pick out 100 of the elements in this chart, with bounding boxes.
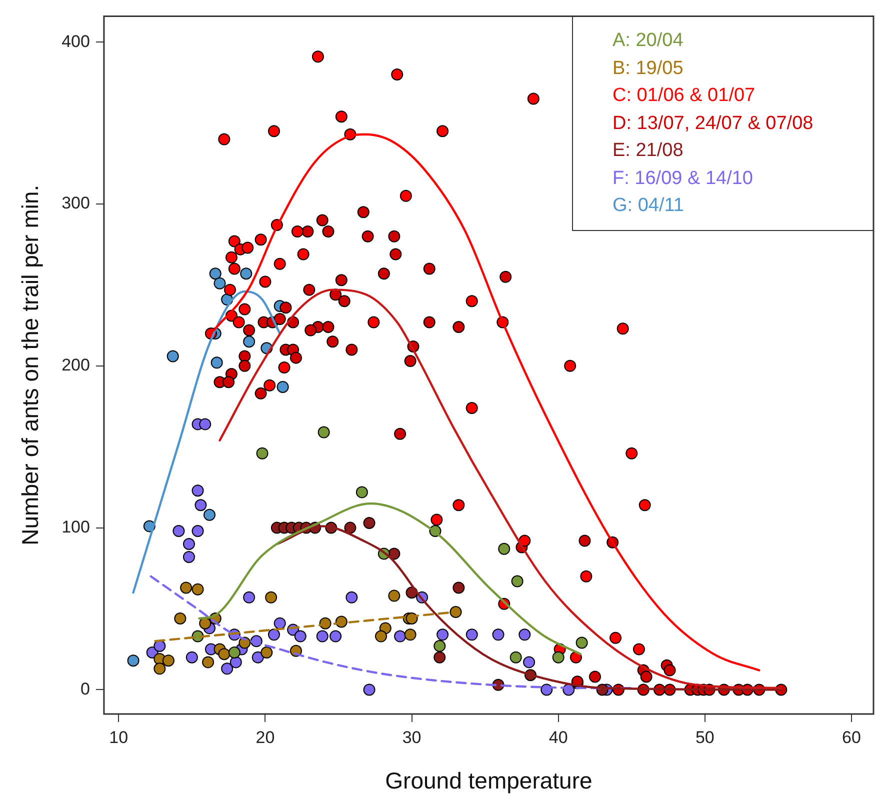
point — [224, 284, 236, 296]
point — [610, 632, 622, 644]
point — [452, 499, 465, 512]
point — [510, 651, 522, 664]
point — [243, 591, 256, 604]
point — [162, 654, 174, 667]
point — [268, 125, 280, 138]
point — [127, 654, 140, 667]
y-tick-label: 100 — [62, 518, 90, 536]
point — [616, 322, 629, 335]
x-tick-label: 20 — [256, 728, 275, 747]
point — [199, 418, 212, 430]
point — [225, 251, 238, 264]
point — [400, 190, 412, 202]
point — [452, 582, 465, 594]
point — [228, 235, 240, 248]
point — [356, 486, 368, 498]
point — [166, 350, 179, 362]
point — [260, 646, 273, 658]
point — [498, 542, 510, 555]
point — [638, 499, 651, 512]
point — [335, 110, 348, 123]
point — [564, 360, 576, 372]
point — [297, 248, 310, 260]
point — [240, 268, 252, 280]
point — [436, 125, 449, 138]
point — [204, 508, 216, 521]
point — [434, 651, 446, 664]
x-tick-label: 10 — [109, 728, 128, 747]
y-tick-label: 300 — [62, 194, 90, 213]
point — [523, 656, 536, 668]
point — [214, 277, 226, 290]
point — [209, 268, 222, 280]
point — [394, 630, 406, 642]
text: G: 04/11 — [612, 194, 685, 218]
point — [256, 447, 268, 460]
point — [404, 628, 416, 641]
point — [230, 656, 242, 668]
point — [221, 662, 234, 675]
point — [318, 426, 330, 438]
point — [218, 133, 230, 146]
point — [274, 258, 286, 270]
point — [192, 583, 204, 596]
point — [254, 234, 267, 246]
point — [278, 362, 290, 374]
text: C: 01/06 & 01/07 — [612, 84, 756, 108]
point — [344, 522, 356, 534]
point — [363, 684, 376, 696]
point — [174, 612, 186, 624]
y-tick-label: 200 — [62, 356, 90, 375]
point — [312, 50, 324, 63]
point — [346, 591, 358, 604]
point — [388, 590, 400, 602]
x-tick-label: 30 — [402, 728, 422, 747]
text: D: 13/07, 24/07 & 07/08 — [612, 112, 814, 136]
point — [192, 525, 204, 538]
point — [243, 336, 256, 348]
point — [210, 356, 223, 369]
point — [632, 643, 645, 656]
point — [518, 534, 531, 547]
x-tick-label: 60 — [842, 728, 861, 747]
point — [259, 276, 272, 288]
point — [186, 651, 198, 664]
point — [232, 316, 245, 328]
point — [316, 630, 328, 642]
point — [527, 92, 540, 105]
text: F: 16/09 & 14/10 — [612, 166, 754, 191]
point — [363, 516, 376, 529]
point — [242, 242, 254, 254]
text: E: 21/08 — [612, 139, 684, 164]
y-tick-label: 400 — [62, 32, 90, 51]
point — [252, 651, 264, 664]
point — [276, 380, 289, 393]
point — [180, 582, 192, 594]
point — [182, 538, 195, 550]
point — [154, 662, 166, 675]
point — [552, 651, 564, 664]
point — [274, 617, 286, 630]
point — [294, 630, 306, 642]
point — [238, 303, 251, 316]
point — [466, 295, 478, 308]
point — [626, 447, 638, 460]
point — [466, 402, 478, 414]
point — [576, 636, 588, 649]
point — [466, 628, 478, 641]
point — [511, 575, 524, 588]
point — [434, 640, 446, 652]
y-tick-label: 0 — [80, 679, 90, 698]
point — [580, 570, 592, 582]
point — [154, 640, 166, 652]
text: B: 19/05 — [612, 56, 684, 81]
x-tick-label: 50 — [695, 728, 714, 747]
point — [194, 499, 207, 512]
y-axis-title: Number of ants on the trail per min. — [17, 184, 44, 546]
x-tick-label: 40 — [548, 728, 568, 747]
point — [264, 379, 276, 392]
point — [374, 630, 387, 642]
point — [430, 514, 443, 526]
line-series — [132, 290, 281, 594]
point — [228, 262, 240, 275]
